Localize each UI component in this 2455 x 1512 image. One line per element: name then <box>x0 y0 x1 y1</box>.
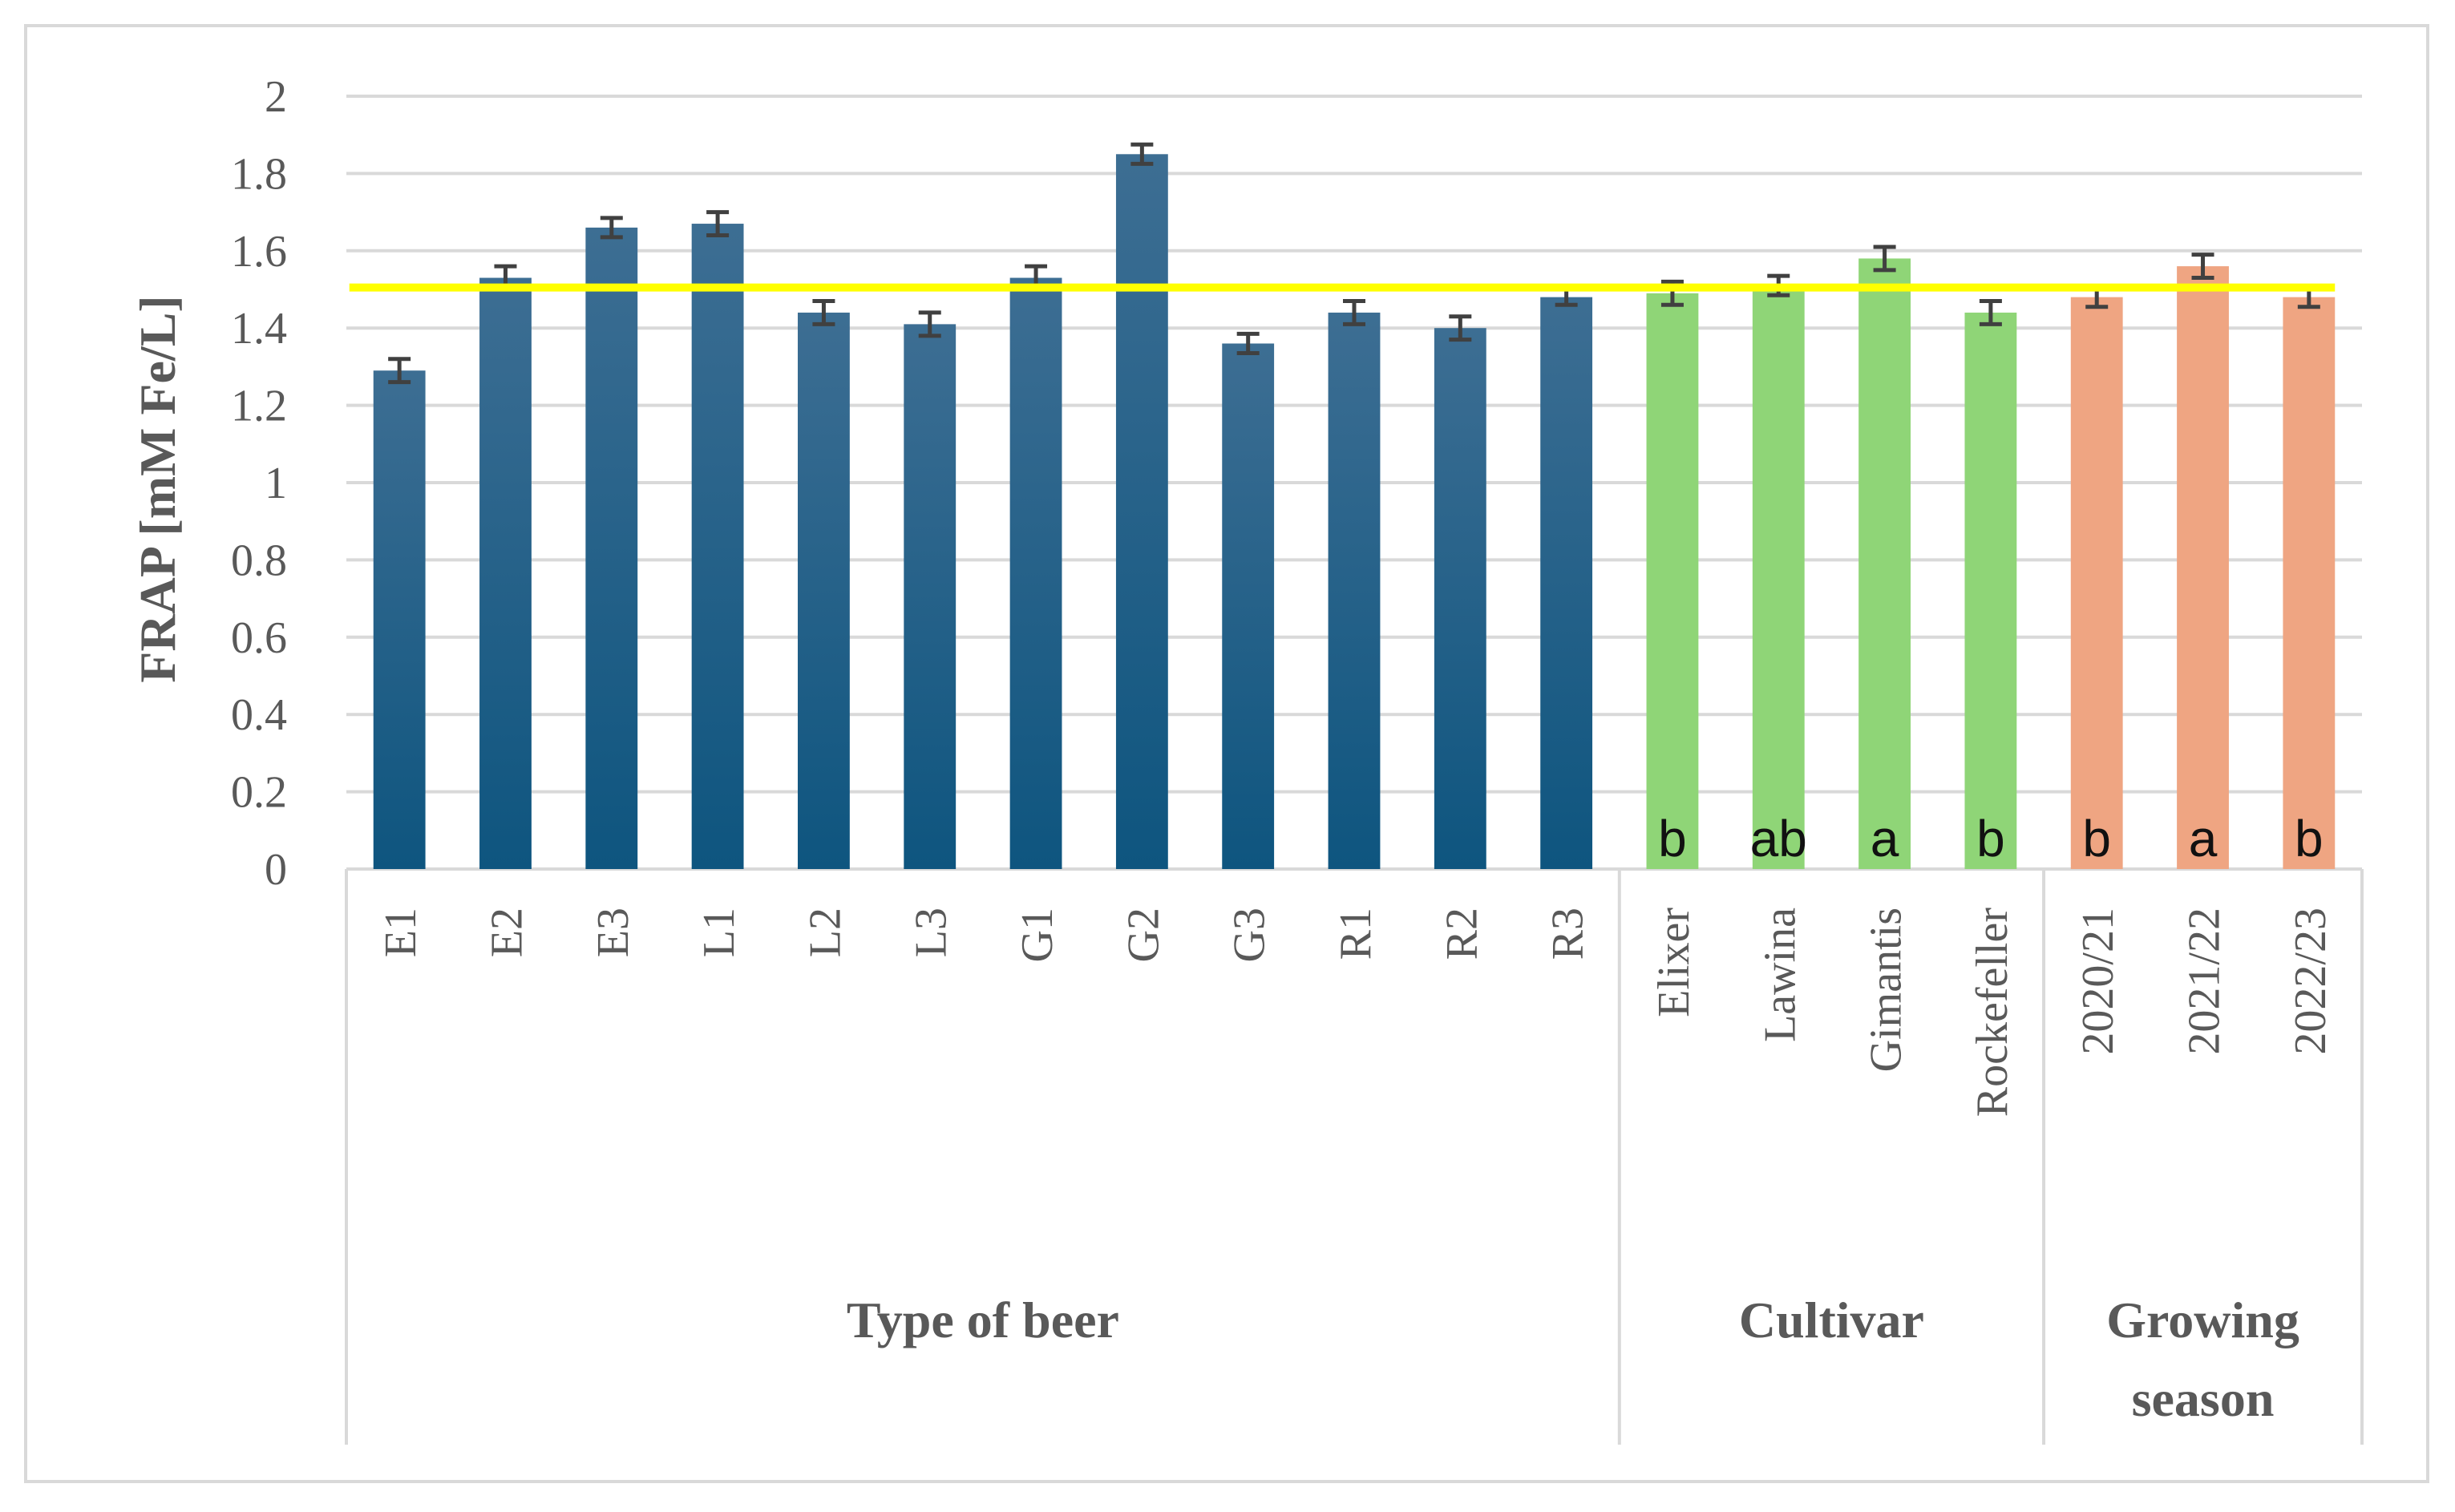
x-tick-label: L2 <box>800 908 850 957</box>
y-tick-label: 1.2 <box>231 382 287 431</box>
group-label: Type of beer <box>847 1292 1119 1348</box>
x-tick-label: G1 <box>1013 908 1062 962</box>
x-tick-label: Rockefeller <box>1968 908 2017 1118</box>
bar-G2 <box>1115 154 1168 870</box>
y-axis-label: FRAP [mM Fe/L] <box>129 295 186 682</box>
bar-Gimantis <box>1858 258 1911 869</box>
y-tick-label: 2 <box>265 72 287 122</box>
bar-L3 <box>904 324 957 869</box>
y-tick-label: 0.8 <box>231 536 287 585</box>
significance-letter: b <box>1658 810 1687 867</box>
x-tick-label: 2021/22 <box>2180 908 2230 1055</box>
significance-letter: b <box>2082 810 2111 867</box>
x-tick-label: R1 <box>1331 908 1381 960</box>
bar-E1 <box>373 370 426 870</box>
y-tick-label: 0.4 <box>231 690 287 740</box>
y-axis-ticks: 0 0.2 0.4 0.6 0.8 1 1.2 1.4 1.6 1.8 2 <box>231 72 287 895</box>
x-tick-label: 2020/21 <box>2073 908 2123 1055</box>
bar-R2 <box>1434 328 1486 869</box>
x-tick-label: E1 <box>376 908 426 957</box>
bar-Elixer <box>1646 293 1699 869</box>
bar-2022/23 <box>2283 297 2336 869</box>
y-tick-label: 1.8 <box>231 149 287 199</box>
significance-letter: ab <box>1750 810 1807 867</box>
x-tick-label: L3 <box>907 908 957 957</box>
y-tick-label: 0 <box>265 845 287 895</box>
significance-letter: b <box>2295 810 2324 867</box>
bar-G1 <box>1009 277 1062 869</box>
bar-Lawina <box>1752 285 1805 869</box>
group-label: Cultivar <box>1739 1292 1924 1348</box>
x-tick-label: E3 <box>588 908 638 957</box>
x-tick-label: G3 <box>1225 908 1275 962</box>
y-tick-label: 0.6 <box>231 613 287 663</box>
x-tick-label: Elixer <box>1649 908 1699 1017</box>
bars <box>373 154 2336 870</box>
significance-letter: a <box>2189 810 2218 867</box>
bar-2021/22 <box>2177 266 2229 870</box>
x-tick-label: E2 <box>482 908 532 957</box>
bar-Rockefeller <box>1964 312 2017 869</box>
x-tick-label: R2 <box>1437 908 1486 960</box>
bar-R3 <box>1540 297 1593 869</box>
significance-letter: a <box>1871 810 1899 867</box>
group-label: Growing <box>2106 1292 2299 1348</box>
group-label: season <box>2132 1370 2275 1427</box>
bar-E3 <box>585 227 638 869</box>
bar-L2 <box>798 312 850 869</box>
y-tick-label: 0.2 <box>231 768 287 818</box>
significance-letters: b ab a b b a b <box>1658 810 2323 867</box>
x-axis-groups: Type of beer Cultivar Growing season <box>345 869 2364 1445</box>
x-tick-label: Lawina <box>1755 908 1805 1042</box>
bar-R1 <box>1328 312 1381 869</box>
bar-L1 <box>691 224 744 869</box>
x-tick-label: Gimantis <box>1862 908 1911 1072</box>
x-tick-label: L1 <box>694 908 744 957</box>
bar-E2 <box>479 277 532 869</box>
x-tick-label: R3 <box>1543 908 1593 960</box>
bar-2020/21 <box>2070 297 2123 869</box>
significance-letter: b <box>1976 810 2005 867</box>
y-tick-label: 1 <box>265 459 287 508</box>
y-tick-label: 1.4 <box>231 304 287 354</box>
grid-lines <box>346 95 2362 871</box>
x-tick-label: 2022/23 <box>2286 908 2336 1055</box>
x-axis-categories: E1 E2 E3 L1 L2 L3 G1 G2 G3 R1 R2 R3 Elixer Lawina Gima… <box>376 908 2336 1118</box>
x-tick-label: G2 <box>1118 908 1168 962</box>
y-tick-label: 1.6 <box>231 227 287 277</box>
bar-G3 <box>1222 343 1275 870</box>
